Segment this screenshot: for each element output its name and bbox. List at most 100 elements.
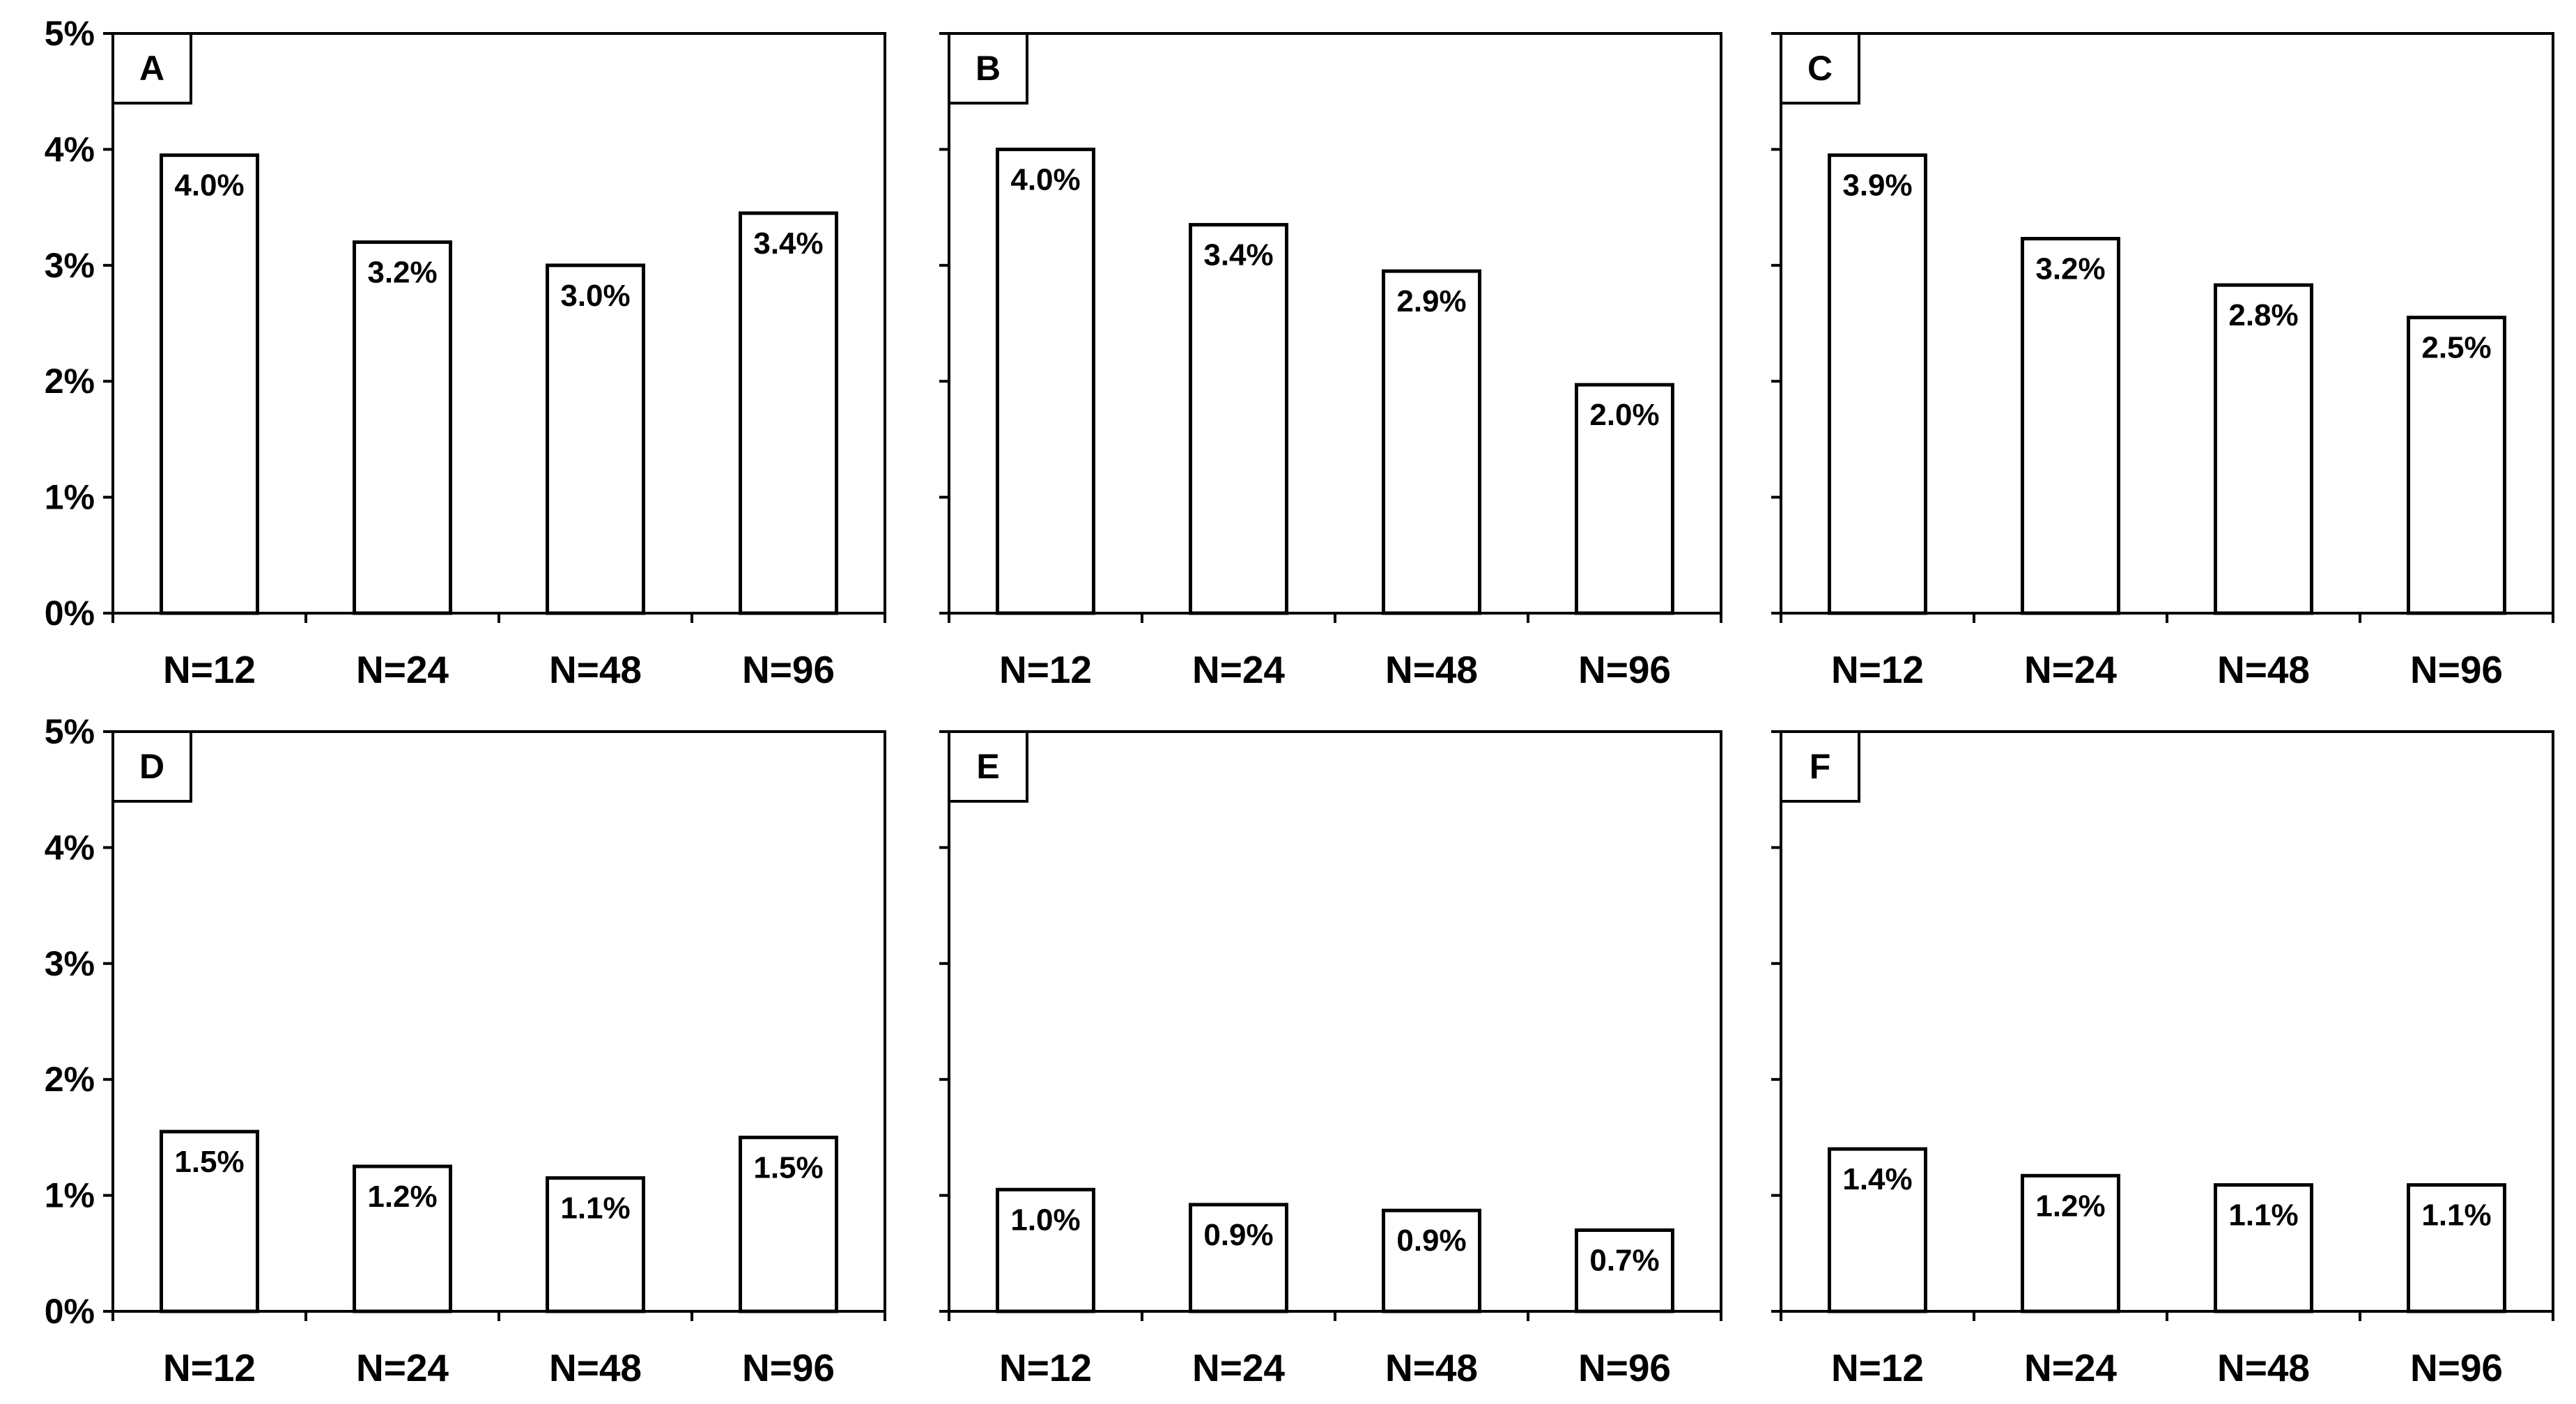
x-tick-label: N=96 (2410, 1346, 2503, 1389)
x-tick-label: N=12 (163, 1346, 256, 1389)
panel-label-box (948, 730, 1028, 803)
y-tick-label: 5% (45, 712, 95, 751)
x-tick-label: N=48 (2217, 1346, 2310, 1389)
bar-value-label: 1.2% (2035, 1189, 2105, 1223)
bar-value-label: 1.1% (2421, 1198, 2491, 1233)
x-tick-label: N=48 (549, 1346, 642, 1389)
bar-n96 (1575, 1228, 1674, 1313)
panel-label: E (976, 747, 999, 786)
bar-n24 (353, 1164, 452, 1313)
bar-n24 (353, 240, 452, 615)
bar-n48 (1382, 269, 1481, 615)
y-tick-label: 1% (45, 1176, 95, 1215)
bar-n48 (1382, 1208, 1481, 1313)
x-tick-label: N=96 (742, 648, 835, 691)
bar-n48 (546, 263, 645, 615)
bar-n24 (1189, 1203, 1288, 1313)
x-tick-label: N=24 (1192, 648, 1285, 691)
y-tick-label: 4% (45, 828, 95, 867)
bar-value-label: 1.5% (753, 1150, 823, 1185)
panel-label: D (139, 747, 164, 786)
bar-n96 (739, 211, 838, 615)
bar-n96 (739, 1135, 838, 1313)
bar-value-label: 1.4% (1842, 1162, 1912, 1196)
bar-n96 (1575, 383, 1674, 615)
bar-value-label: 1.2% (367, 1180, 437, 1214)
x-tick-label: N=96 (1578, 648, 1671, 691)
bar-n12 (160, 1129, 259, 1313)
y-tick-label: 3% (45, 246, 95, 285)
bar-n12 (1828, 153, 1927, 615)
bar-n12 (1828, 1147, 1927, 1313)
bar-n48 (546, 1176, 645, 1313)
y-tick-label: 4% (45, 130, 95, 169)
chart-panel-d: 0% 1% 2% 3% 4% 5% 1.5% N=12 1.2% N=24 1.1% N=48 1.5%… (45, 712, 886, 1389)
bar-value-label: 0.9% (1203, 1218, 1273, 1252)
bar-n12 (996, 147, 1095, 615)
panel-label-box (1780, 730, 1860, 803)
x-tick-label: N=24 (356, 648, 449, 691)
chart-panel-a: 0% 1% 2% 3% 4% 5% 4.0% N=12 3.2% N=24 3.0% N=48 3.4%… (45, 14, 886, 691)
bar-value-label: 0.7% (1589, 1244, 1659, 1278)
bar-value-label: 2.9% (1396, 284, 1466, 318)
bar-n48 (2214, 283, 2313, 615)
y-tick-label: 0% (45, 1292, 95, 1331)
bar-n96 (2407, 316, 2506, 615)
panel-label: B (975, 49, 1001, 88)
bar-value-label: 3.4% (1203, 238, 1273, 272)
x-tick-label: N=96 (1578, 1346, 1671, 1389)
panel-label-box (1780, 32, 1860, 105)
bar-value-label: 1.5% (174, 1145, 244, 1179)
x-tick-label: N=24 (1192, 1346, 1285, 1389)
y-tick-label: 2% (45, 362, 95, 401)
x-tick-label: N=96 (2410, 648, 2503, 691)
y-tick-label: 3% (45, 944, 95, 983)
y-tick-label: 1% (45, 478, 95, 517)
chart-panel-b: 4.0% N=12 3.4% N=24 2.9% N=48 2.0% N=96 B (939, 32, 1722, 691)
chart-panel-f: 1.4% N=12 1.2% N=24 1.1% N=48 1.1% N=96 F (1771, 730, 2554, 1389)
panel-label-box (111, 32, 192, 105)
bar-value-label: 2.0% (1589, 398, 1659, 432)
x-tick-label: N=48 (1385, 648, 1478, 691)
panel-label: F (1810, 747, 1831, 786)
x-tick-label: N=24 (356, 1346, 449, 1389)
bar-value-label: 3.2% (367, 256, 437, 290)
x-tick-label: N=12 (163, 648, 256, 691)
x-tick-label: N=12 (999, 648, 1092, 691)
bar-value-label: 1.1% (560, 1191, 630, 1226)
bar-n12 (160, 153, 259, 615)
chart-panel-e: 1.0% N=12 0.9% N=24 0.9% N=48 0.7% N=96 E (939, 730, 1722, 1389)
bar-value-label: 2.5% (2421, 331, 2491, 365)
bar-value-label: 1.0% (1010, 1203, 1080, 1237)
x-tick-label: N=48 (549, 648, 642, 691)
bar-value-label: 0.9% (1396, 1224, 1466, 1258)
panel-label: C (1807, 49, 1833, 88)
x-tick-label: N=96 (742, 1346, 835, 1389)
x-tick-label: N=24 (2024, 648, 2117, 691)
x-tick-label: N=12 (999, 1346, 1092, 1389)
bar-n48 (2214, 1183, 2313, 1313)
panel-label-box (948, 32, 1028, 105)
bar-value-label: 2.8% (2228, 298, 2298, 332)
bar-n12 (996, 1187, 1095, 1313)
bar-value-label: 3.0% (560, 279, 630, 313)
x-tick-label: N=48 (2217, 648, 2310, 691)
bar-value-label: 3.4% (753, 226, 823, 261)
x-tick-label: N=12 (1831, 1346, 1924, 1389)
bar-n24 (1189, 223, 1288, 615)
panel-label-box (111, 730, 192, 803)
bar-value-label: 3.9% (1842, 169, 1912, 203)
bar-value-label: 1.1% (2228, 1198, 2298, 1233)
bar-value-label: 4.0% (174, 169, 244, 203)
bar-value-label: 3.2% (2035, 252, 2105, 286)
x-tick-label: N=48 (1385, 1346, 1478, 1389)
bar-n24 (2021, 237, 2120, 615)
chart-panel-c: 3.9% N=12 3.2% N=24 2.8% N=48 2.5% N=96 C (1771, 32, 2554, 691)
x-tick-label: N=24 (2024, 1346, 2117, 1389)
y-tick-label: 5% (45, 14, 95, 53)
bar-value-label: 4.0% (1010, 162, 1080, 196)
bar-n96 (2407, 1183, 2506, 1313)
x-tick-label: N=12 (1831, 648, 1924, 691)
bar-n24 (2021, 1173, 2120, 1313)
